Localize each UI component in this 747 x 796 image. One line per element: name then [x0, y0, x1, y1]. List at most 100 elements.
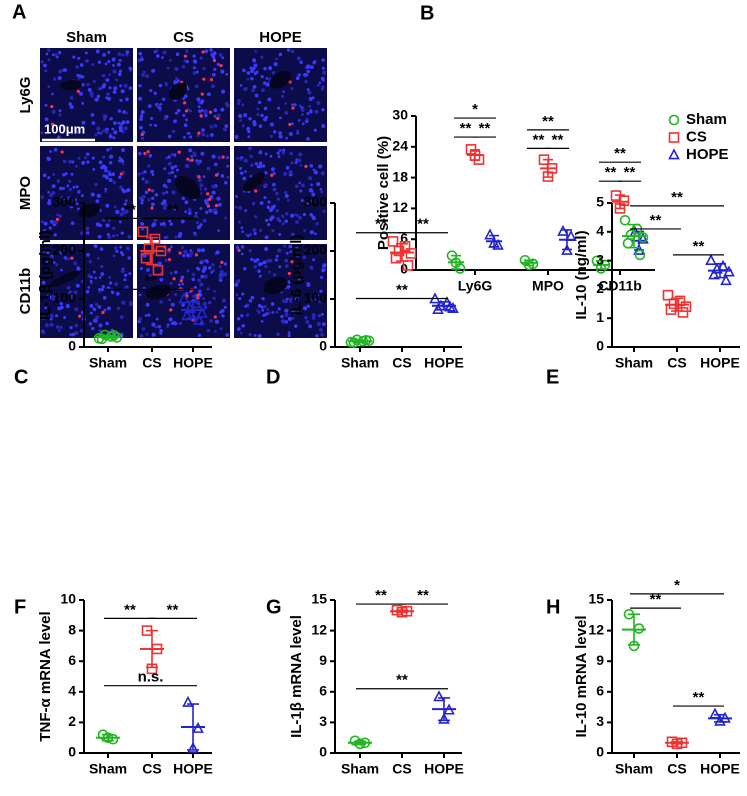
nucleus: [250, 295, 255, 300]
nucleus: [118, 220, 122, 224]
y-tick-label: 6: [68, 652, 76, 668]
nucleus: [288, 170, 293, 175]
nucleus: [157, 324, 162, 329]
nucleus: [174, 111, 178, 115]
nucleus: [103, 308, 107, 312]
vessel: [145, 284, 171, 299]
nucleus: [259, 201, 264, 206]
nucleus: [310, 183, 313, 187]
data-point: [720, 274, 732, 286]
nucleus: [284, 258, 289, 263]
panel-label: D: [266, 366, 280, 388]
positive-cell: [212, 58, 217, 63]
nucleus: [101, 73, 106, 78]
nucleus: [234, 135, 239, 139]
data-point: [433, 690, 445, 702]
nucleus: [308, 104, 312, 108]
nucleus: [306, 137, 310, 141]
y-tick-label: 6: [400, 230, 408, 246]
nucleus: [87, 87, 92, 92]
nucleus: [85, 289, 90, 294]
nucleus: [234, 282, 239, 287]
nucleus: [51, 191, 56, 195]
nucleus: [78, 91, 84, 96]
x-tick-label: CS: [142, 355, 161, 371]
nucleus: [258, 161, 263, 166]
y-tick-label: 0: [68, 338, 76, 354]
micrograph: [137, 146, 230, 240]
data-point: [677, 307, 689, 318]
nucleus: [318, 81, 322, 85]
nucleus: [213, 208, 218, 212]
nucleus: [125, 53, 129, 57]
nucleus: [314, 298, 318, 303]
nucleus: [306, 112, 310, 116]
positive-cell: [209, 78, 214, 82]
nucleus: [281, 150, 286, 155]
x-tick-label: Sham: [89, 761, 127, 777]
nucleus: [158, 106, 162, 110]
nucleus: [57, 51, 62, 55]
nucleus: [181, 64, 186, 69]
nucleus: [269, 217, 273, 222]
nucleus: [297, 158, 302, 163]
nucleus: [77, 56, 81, 60]
nucleus: [184, 210, 187, 214]
nucleus: [243, 113, 248, 118]
micrograph: [234, 146, 327, 240]
nucleus: [97, 87, 102, 91]
nucleus: [311, 192, 316, 197]
nucleus: [224, 181, 228, 185]
nucleus: [248, 299, 253, 303]
x-tick-label: CS: [142, 761, 161, 777]
nucleus: [47, 293, 51, 297]
nucleus: [69, 105, 74, 110]
nucleus: [182, 253, 186, 258]
nucleus: [168, 317, 173, 322]
y-tick-label: 100: [53, 290, 77, 306]
nucleus: [81, 120, 86, 125]
significance-label: **: [124, 201, 136, 218]
y-tick-label: 10: [60, 591, 76, 607]
nucleus: [213, 289, 216, 293]
nucleus: [188, 211, 192, 216]
nucleus: [150, 169, 154, 174]
nucleus: [284, 110, 289, 115]
nucleus: [269, 134, 273, 138]
nucleus: [238, 113, 243, 119]
nucleus: [206, 166, 211, 171]
nucleus: [40, 131, 44, 135]
vessel: [174, 175, 201, 200]
nucleus: [147, 104, 152, 109]
nucleus: [207, 300, 212, 305]
nucleus: [166, 66, 170, 70]
nucleus: [90, 113, 95, 117]
data-point: [662, 289, 674, 301]
nucleus: [137, 172, 141, 176]
data-point: [484, 228, 496, 240]
nucleus: [254, 50, 258, 53]
nucleus: [51, 109, 56, 114]
micrograph: [40, 244, 134, 338]
nucleus: [104, 169, 108, 173]
nucleus: [121, 148, 125, 152]
nucleus: [280, 314, 284, 319]
nucleus: [311, 313, 316, 318]
nucleus: [145, 74, 149, 79]
micrograph: [234, 48, 327, 142]
nucleus: [74, 331, 79, 335]
nucleus: [285, 136, 289, 140]
nucleus: [287, 333, 291, 338]
data-point: [668, 148, 680, 160]
significance-label: **: [533, 131, 545, 148]
nucleus: [267, 223, 271, 227]
nucleus: [109, 161, 113, 165]
nucleus: [194, 211, 198, 215]
nucleus: [116, 62, 121, 67]
nucleus: [49, 150, 52, 153]
nucleus: [169, 58, 172, 62]
vessel: [49, 270, 81, 288]
y-tick-label: 9: [319, 652, 327, 668]
nucleus: [140, 221, 145, 226]
nucleus: [138, 84, 142, 88]
